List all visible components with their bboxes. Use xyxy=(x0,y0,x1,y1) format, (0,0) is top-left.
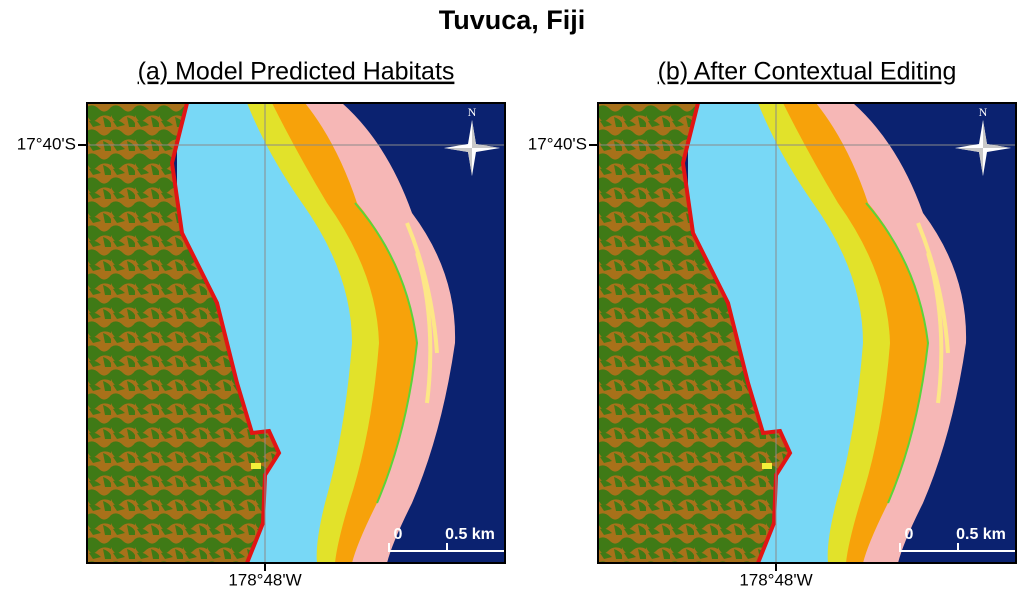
habitat-map xyxy=(85,101,507,565)
latitude-label: 17°40'S xyxy=(17,134,76,153)
latitude-label: 17°40'S xyxy=(528,134,587,153)
habitat-map xyxy=(596,101,1018,565)
scale-start: 0 xyxy=(905,526,914,543)
north-label: N xyxy=(979,105,988,119)
panel: (b) After Contextual Editing 17°40'S 178… xyxy=(528,58,1018,589)
scale-start: 0 xyxy=(394,526,403,543)
longitude-label: 178°48'W xyxy=(228,570,301,589)
panel-title: (b) After Contextual Editing xyxy=(658,58,957,86)
scale-end: 0.5 km xyxy=(445,526,495,543)
panel-title: (a) Model Predicted Habitats xyxy=(138,58,455,86)
figure-title: Tuvuca, Fiji xyxy=(439,5,586,35)
scale-end: 0.5 km xyxy=(956,526,1006,543)
longitude-label: 178°48'W xyxy=(739,570,812,589)
panel: (a) Model Predicted Habitats 17°40'S 178… xyxy=(17,58,507,589)
north-label: N xyxy=(468,105,477,119)
